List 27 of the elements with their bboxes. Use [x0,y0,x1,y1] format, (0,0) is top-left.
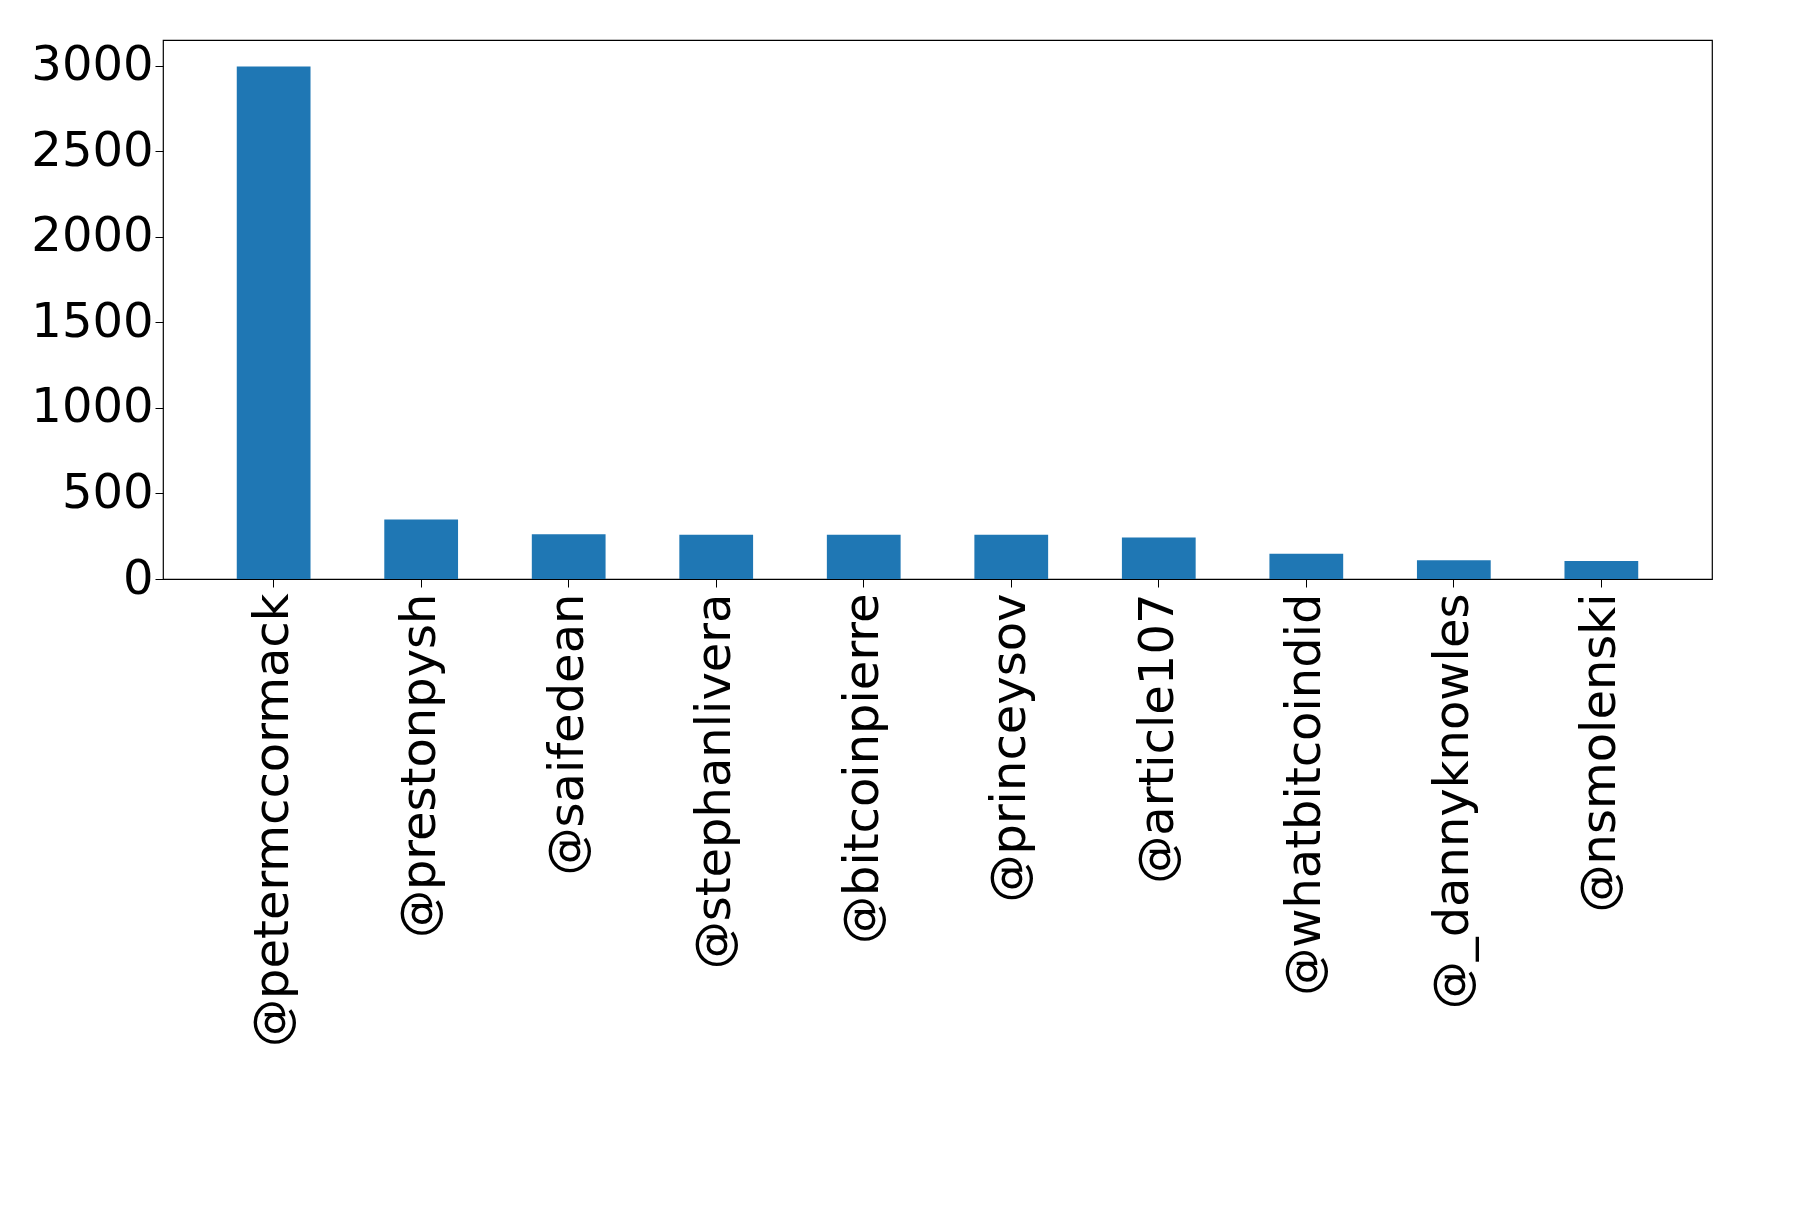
bar [1564,561,1639,579]
bar [679,534,754,579]
y-tick-label: 2500 [31,120,154,177]
bar [384,519,459,579]
bar [1121,537,1196,579]
y-tick-label: 1000 [31,377,154,434]
x-tick-label: @_dannyknowles [1422,593,1479,1010]
x-tick-label: @nsmolenski [1570,593,1627,913]
x-tick-label: @prestonpysh [390,593,447,939]
bar [974,534,1049,579]
bar [531,534,606,579]
y-tick-label: 500 [61,462,154,519]
bar [1269,553,1344,579]
bar [1416,560,1491,579]
y-tick-label: 2000 [31,206,154,263]
bar [236,66,311,579]
y-tick-label: 3000 [31,35,154,92]
x-tick-label: @whatbitcoindid [1275,593,1332,996]
x-tick-label: @princeysov [980,593,1037,903]
bar [826,534,901,579]
x-tick-label: @article107 [1127,593,1184,884]
y-tick-label: 1500 [31,291,154,348]
x-tick-label: @petermccormack [242,593,299,1047]
x-tick-label: @stephanlivera [685,593,742,970]
x-tick-label: @saifedean [537,593,594,876]
x-tick-label: @bitcoinpierre [832,593,889,945]
y-tick-label: 0 [122,548,154,605]
